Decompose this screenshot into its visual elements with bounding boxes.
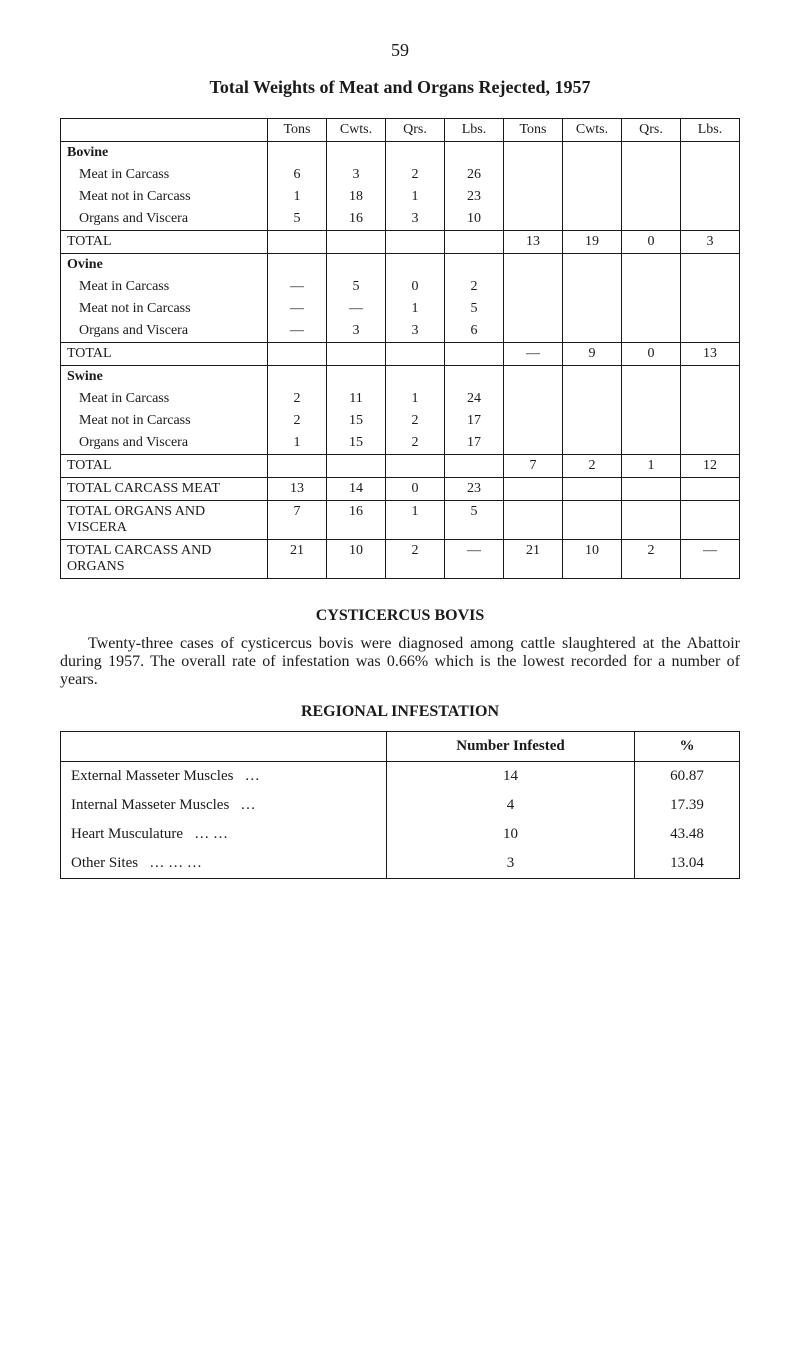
total-label: TOTAL — [61, 343, 268, 366]
table-row: Meat not in Carcass — — 1 5 — [61, 298, 740, 320]
regional-row: Internal Masseter Muscles … 4 17.39 — [61, 791, 740, 820]
row-label: Meat in Carcass — [67, 279, 169, 295]
table-row: Meat in Carcass — 5 0 2 — [61, 276, 740, 298]
dots: … … … — [149, 855, 202, 871]
main-title: Total Weights of Meat and Organs Rejecte… — [60, 77, 740, 98]
table-row: Meat not in Carcass 1 18 1 23 — [61, 186, 740, 208]
grand-row: TOTAL CARCASS AND ORGANS 21 10 2 — 21 10… — [61, 540, 740, 579]
col-cwts-2: Cwts. — [563, 119, 622, 142]
table-row: Meat in Carcass 6 3 2 26 — [61, 164, 740, 186]
regional-row: External Masseter Muscles … 14 60.87 — [61, 762, 740, 792]
dots: … — [241, 797, 256, 813]
table-row: Organs and Viscera 1 15 2 17 — [61, 432, 740, 455]
regional-row: Heart Musculature … … 10 43.48 — [61, 820, 740, 849]
col-blank — [61, 119, 268, 142]
cysticercus-paragraph: Twenty-three cases of cysticercus bovis … — [60, 635, 740, 689]
bovine-label: Bovine — [61, 142, 268, 165]
row-label: Organs and Viscera — [67, 435, 188, 451]
regional-title: REGIONAL INFESTATION — [60, 703, 740, 721]
regional-col-blank — [61, 732, 387, 762]
grand-row: TOTAL CARCASS MEAT 13 14 0 23 — [61, 478, 740, 501]
cysticercus-title: CYSTICERCUS BOVIS — [60, 607, 740, 625]
col-lbs-2: Lbs. — [681, 119, 740, 142]
swine-total: TOTAL 7 2 1 12 — [61, 455, 740, 478]
ovine-label: Ovine — [61, 254, 268, 277]
col-lbs-1: Lbs. — [445, 119, 504, 142]
regional-label: External Masseter Muscles — [71, 768, 233, 784]
grand-label: TOTAL ORGANS AND VISCERA — [61, 501, 268, 540]
table-row: Meat not in Carcass 2 15 2 17 — [61, 410, 740, 432]
regional-col-infested: Number Infested — [386, 732, 634, 762]
col-qrs-2: Qrs. — [622, 119, 681, 142]
swine-label: Swine — [61, 366, 268, 389]
col-qrs-1: Qrs. — [386, 119, 445, 142]
total-label: TOTAL — [61, 455, 268, 478]
row-label: Meat not in Carcass — [67, 301, 191, 317]
ovine-total: TOTAL — 9 0 13 — [61, 343, 740, 366]
weights-table: Tons Cwts. Qrs. Lbs. Tons Cwts. Qrs. Lbs… — [60, 118, 740, 579]
regional-table: Number Infested % External Masseter Musc… — [60, 731, 740, 879]
header-row: Tons Cwts. Qrs. Lbs. Tons Cwts. Qrs. Lbs… — [61, 119, 740, 142]
dots: … — [245, 768, 260, 784]
grand-row: TOTAL ORGANS AND VISCERA 7 16 1 5 — [61, 501, 740, 540]
table-row: Organs and Viscera — 3 3 6 — [61, 320, 740, 343]
row-label: Meat in Carcass — [67, 167, 169, 183]
bovine-total: TOTAL 13 19 0 3 — [61, 231, 740, 254]
col-tons-1: Tons — [268, 119, 327, 142]
table-row: Organs and Viscera 5 16 3 10 — [61, 208, 740, 231]
regional-label: Internal Masseter Muscles — [71, 797, 229, 813]
total-label: TOTAL — [61, 231, 268, 254]
paragraph-text: Twenty-three cases of cysticercus bovis … — [60, 635, 740, 688]
regional-col-pct: % — [635, 732, 740, 762]
row-label: Meat not in Carcass — [67, 189, 191, 205]
bovine-head: Bovine — [61, 142, 740, 165]
regional-label: Heart Musculature — [71, 826, 183, 842]
ovine-head: Ovine — [61, 254, 740, 277]
row-label: Organs and Viscera — [67, 211, 188, 227]
col-tons-2: Tons — [504, 119, 563, 142]
page-number: 59 — [60, 40, 740, 61]
row-label: Meat not in Carcass — [67, 413, 191, 429]
col-cwts-1: Cwts. — [327, 119, 386, 142]
table-row: Meat in Carcass 2 11 1 24 — [61, 388, 740, 410]
row-label: Meat in Carcass — [67, 391, 169, 407]
swine-head: Swine — [61, 366, 740, 389]
regional-label: Other Sites — [71, 855, 138, 871]
grand-label: TOTAL CARCASS MEAT — [61, 478, 268, 501]
grand-label: TOTAL CARCASS AND ORGANS — [61, 540, 268, 579]
regional-row: Other Sites … … … 3 13.04 — [61, 849, 740, 879]
row-label: Organs and Viscera — [67, 323, 188, 339]
dots: … … — [194, 826, 228, 842]
regional-header-row: Number Infested % — [61, 732, 740, 762]
